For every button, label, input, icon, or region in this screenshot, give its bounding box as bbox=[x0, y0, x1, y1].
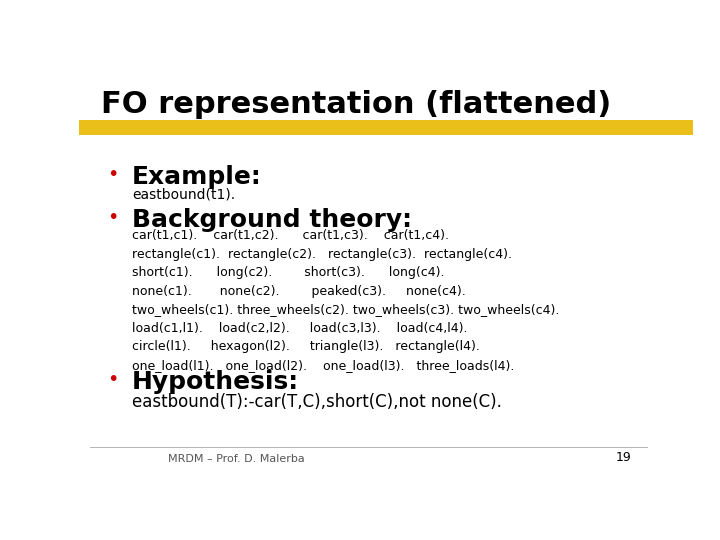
Text: Background theory:: Background theory: bbox=[132, 208, 412, 232]
Text: •: • bbox=[107, 370, 118, 389]
Text: •: • bbox=[107, 208, 118, 227]
Text: car(t1,c1).    car(t1,c2).      car(t1,c3).    car(t1,c4).
rectangle(c1).  recta: car(t1,c1). car(t1,c2). car(t1,c3). car(… bbox=[132, 229, 559, 372]
Text: FO representation (flattened): FO representation (flattened) bbox=[101, 90, 611, 119]
Text: •: • bbox=[107, 165, 118, 184]
Text: eastbound(t1).: eastbound(t1). bbox=[132, 187, 235, 201]
Text: Hypothesis:: Hypothesis: bbox=[132, 370, 299, 394]
Text: MRDM – Prof. D. Malerba: MRDM – Prof. D. Malerba bbox=[168, 454, 305, 464]
Text: 19: 19 bbox=[616, 451, 631, 464]
FancyBboxPatch shape bbox=[79, 120, 693, 136]
Text: Example:: Example: bbox=[132, 165, 261, 188]
Text: eastbound(T):-car(T,C),short(C),not none(C).: eastbound(T):-car(T,C),short(C),not none… bbox=[132, 393, 502, 411]
